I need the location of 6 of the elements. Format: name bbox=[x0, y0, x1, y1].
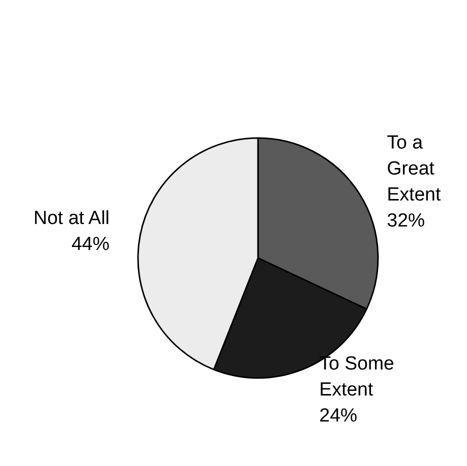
data-label: 32% bbox=[386, 210, 426, 232]
data-label: 44% bbox=[71, 234, 110, 255]
data-label: 24% bbox=[319, 406, 358, 427]
slice-label: Not at All bbox=[33, 208, 110, 229]
slice-label: To a Great Extent bbox=[386, 132, 442, 206]
slice-label: To Some Extent bbox=[319, 354, 400, 401]
